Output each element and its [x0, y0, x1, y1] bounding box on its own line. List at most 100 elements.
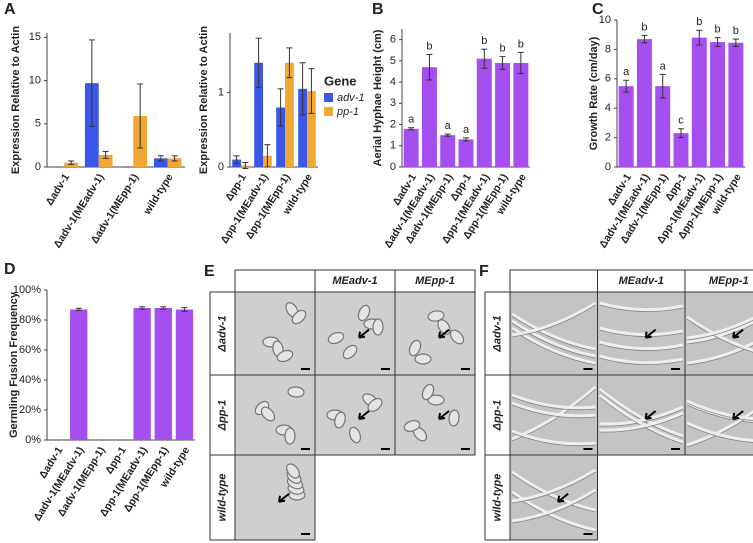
bar [458, 139, 474, 167]
y-tick-label: 5 [35, 118, 41, 130]
arrow [358, 328, 370, 339]
row-label: wild-type [216, 474, 228, 522]
hypha-edge [599, 343, 684, 351]
hypha [511, 429, 596, 446]
y-tick-label: 2 [605, 132, 611, 144]
germling [260, 406, 276, 422]
germling [427, 394, 445, 406]
hypha-edge [686, 344, 753, 366]
arrow [438, 328, 450, 339]
hypha [511, 401, 596, 418]
legend-label: pp-1 [336, 106, 359, 118]
x-tick-label: wild-type [141, 172, 176, 218]
hypha [686, 421, 753, 443]
germling [449, 329, 465, 345]
hypha-edge [511, 304, 596, 338]
bar [618, 86, 634, 167]
bar [154, 308, 172, 440]
row-label-cell [484, 291, 511, 376]
hypha [511, 393, 596, 410]
y-tick-label: 5 [390, 55, 396, 67]
y-axis-label: Germling Fusion Frequency [8, 291, 20, 438]
arrow [278, 492, 290, 503]
significance-letter: a [463, 124, 470, 136]
bar [495, 62, 511, 167]
y-axis-label: Expression Relative to Actin [198, 26, 210, 174]
hypha [686, 399, 753, 421]
micrograph [234, 374, 316, 456]
germling [403, 420, 421, 432]
y-axis-label: Expression Relative to Actin [10, 26, 22, 174]
significance-letter: c [678, 115, 684, 127]
panel-label: B [372, 1, 384, 18]
error-bar [641, 34, 648, 44]
error-bar [308, 68, 315, 114]
germling [367, 397, 383, 413]
y-tick-label: 0% [25, 434, 41, 446]
bar [153, 158, 168, 167]
panel-label: D [4, 261, 16, 278]
germling [348, 426, 362, 444]
bar [70, 309, 88, 440]
y-tick-label: 15 [29, 31, 41, 43]
bar [655, 86, 671, 167]
error-bar [102, 150, 109, 159]
legend-swatch [324, 93, 333, 102]
hypha-edge [599, 357, 684, 365]
error-bar [463, 137, 469, 142]
y-tick-label: 6 [390, 34, 396, 46]
error-bar [160, 306, 167, 310]
x-tick-label: Δadv-1 [43, 172, 72, 208]
legend-title: Gene [324, 73, 357, 88]
panel-label: F [479, 263, 489, 280]
germling [448, 409, 460, 427]
arrow [732, 410, 744, 420]
germling [408, 339, 422, 357]
hypha-edge [686, 402, 753, 421]
hypha-edge [599, 304, 684, 312]
germling [287, 386, 305, 398]
hypha [598, 387, 684, 438]
bar [421, 67, 437, 167]
column-header: MEadv-1 [332, 275, 377, 287]
hypha-edge [686, 404, 753, 423]
y-tick-label: 10 [599, 14, 611, 26]
bar [691, 37, 707, 167]
y-tick-label: 0 [218, 161, 224, 173]
row-label-cell [484, 454, 511, 541]
bar [133, 308, 151, 440]
error-bar [299, 62, 306, 116]
row-label: Δadv-1 [491, 315, 503, 352]
y-tick-label: 6 [605, 73, 611, 85]
row-label: Δpp-1 [491, 400, 503, 432]
hypha [686, 341, 753, 365]
hypha-edge [686, 413, 753, 448]
micrograph [394, 374, 476, 456]
column-header: MEadv-1 [619, 275, 664, 287]
significance-letter: a [445, 120, 452, 132]
bar [440, 135, 456, 167]
error-bar [139, 306, 146, 310]
hypha [511, 312, 596, 351]
y-tick-label: 10 [29, 74, 41, 86]
hypha-edge [599, 329, 684, 337]
hypha [599, 340, 684, 351]
error-bar [517, 51, 524, 75]
hypha [686, 320, 753, 344]
error-bar [678, 128, 684, 139]
column-header: MEpp-1 [709, 275, 749, 287]
panel-label: E [204, 263, 215, 280]
bar [710, 42, 726, 167]
hypha-edge [511, 404, 596, 419]
germling [372, 318, 384, 336]
hypha [511, 301, 597, 337]
error-bar [444, 133, 451, 137]
germling [342, 344, 358, 360]
arrow [644, 410, 657, 420]
error-bar [659, 73, 666, 99]
error-bar [499, 56, 506, 70]
bar [728, 42, 744, 167]
germling [414, 353, 432, 365]
y-tick-label: 4 [390, 76, 396, 88]
